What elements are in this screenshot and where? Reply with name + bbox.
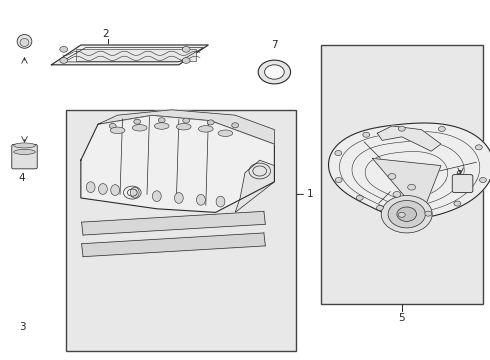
Ellipse shape bbox=[150, 241, 176, 250]
Circle shape bbox=[109, 123, 116, 129]
Circle shape bbox=[397, 207, 416, 221]
Circle shape bbox=[425, 211, 432, 216]
Circle shape bbox=[454, 201, 461, 206]
Polygon shape bbox=[98, 110, 274, 144]
Ellipse shape bbox=[174, 193, 183, 203]
Text: 5: 5 bbox=[398, 312, 405, 323]
Ellipse shape bbox=[171, 240, 196, 249]
Text: 4: 4 bbox=[19, 173, 25, 183]
Ellipse shape bbox=[130, 187, 139, 198]
Circle shape bbox=[335, 177, 342, 183]
Ellipse shape bbox=[191, 238, 217, 248]
Circle shape bbox=[60, 46, 68, 52]
Ellipse shape bbox=[111, 185, 120, 195]
Circle shape bbox=[158, 118, 165, 123]
Bar bbox=[76, 49, 196, 61]
Circle shape bbox=[381, 195, 432, 233]
Bar bbox=[321, 45, 483, 304]
Text: 3: 3 bbox=[19, 322, 25, 332]
FancyBboxPatch shape bbox=[452, 175, 473, 193]
Circle shape bbox=[376, 205, 383, 210]
Ellipse shape bbox=[152, 191, 161, 202]
Ellipse shape bbox=[198, 126, 213, 132]
Circle shape bbox=[60, 58, 68, 63]
Ellipse shape bbox=[130, 242, 156, 251]
Polygon shape bbox=[377, 126, 441, 151]
Ellipse shape bbox=[14, 143, 35, 148]
Ellipse shape bbox=[20, 39, 29, 46]
Circle shape bbox=[207, 120, 214, 125]
Ellipse shape bbox=[211, 216, 237, 225]
Bar bbox=[66, 110, 296, 351]
Polygon shape bbox=[82, 211, 265, 235]
Ellipse shape bbox=[232, 215, 257, 224]
Text: 7: 7 bbox=[271, 40, 278, 50]
Ellipse shape bbox=[196, 194, 205, 205]
Polygon shape bbox=[82, 233, 265, 257]
FancyBboxPatch shape bbox=[12, 144, 37, 169]
Circle shape bbox=[182, 46, 190, 52]
Ellipse shape bbox=[171, 218, 196, 227]
Text: 6: 6 bbox=[455, 170, 462, 180]
Ellipse shape bbox=[90, 244, 115, 253]
Circle shape bbox=[356, 195, 363, 201]
Circle shape bbox=[388, 174, 396, 179]
Ellipse shape bbox=[14, 149, 35, 154]
Circle shape bbox=[134, 119, 141, 124]
Ellipse shape bbox=[176, 123, 191, 130]
Polygon shape bbox=[81, 115, 274, 212]
Circle shape bbox=[388, 201, 425, 228]
Ellipse shape bbox=[90, 223, 115, 232]
Text: 2: 2 bbox=[102, 29, 109, 39]
Circle shape bbox=[232, 123, 239, 128]
Ellipse shape bbox=[86, 182, 95, 193]
Circle shape bbox=[265, 65, 284, 79]
Ellipse shape bbox=[154, 123, 169, 129]
Circle shape bbox=[393, 192, 401, 197]
Ellipse shape bbox=[110, 243, 136, 252]
Ellipse shape bbox=[211, 237, 237, 246]
Ellipse shape bbox=[191, 217, 217, 226]
Ellipse shape bbox=[150, 219, 176, 228]
Circle shape bbox=[258, 60, 291, 84]
Text: 1: 1 bbox=[306, 189, 313, 199]
Circle shape bbox=[398, 126, 405, 131]
Circle shape bbox=[182, 58, 190, 63]
Ellipse shape bbox=[216, 196, 225, 207]
Circle shape bbox=[408, 184, 416, 190]
Circle shape bbox=[398, 212, 405, 217]
Circle shape bbox=[183, 118, 190, 123]
Circle shape bbox=[439, 126, 445, 131]
Ellipse shape bbox=[232, 236, 257, 245]
Ellipse shape bbox=[98, 184, 107, 194]
Polygon shape bbox=[372, 158, 441, 216]
Circle shape bbox=[480, 177, 487, 183]
Ellipse shape bbox=[110, 222, 136, 231]
Circle shape bbox=[335, 150, 342, 156]
Circle shape bbox=[475, 145, 482, 150]
Ellipse shape bbox=[132, 125, 147, 131]
Circle shape bbox=[363, 132, 369, 137]
Polygon shape bbox=[51, 45, 208, 65]
Ellipse shape bbox=[218, 130, 233, 136]
Polygon shape bbox=[328, 123, 490, 219]
Ellipse shape bbox=[130, 220, 156, 230]
Ellipse shape bbox=[17, 35, 32, 48]
Polygon shape bbox=[235, 160, 274, 212]
Ellipse shape bbox=[110, 127, 125, 134]
